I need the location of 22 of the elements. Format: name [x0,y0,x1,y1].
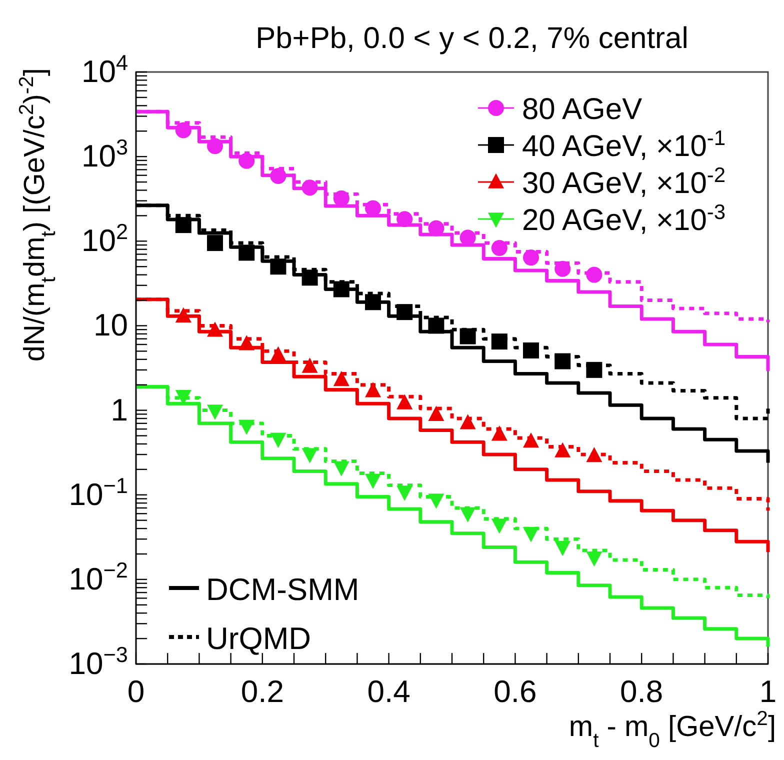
x-axis-title: m$_{t}$ - m$_{0}$ [GeV/c$^{2}$] [568,708,776,752]
chart-title: Pb+Pb, 0.0 < y < 0.2, 7% central [256,22,688,55]
legend-label: 80 AGeV [522,93,642,126]
x-tick-label: 0.6 [494,674,537,709]
y-tick-label: 10$^{4}$ [81,50,128,89]
x-tick-label: 0.4 [367,674,410,709]
legend-label: 30 AGeV, ×10$^{-2}$ [522,164,726,200]
y-tick-label: 1 [110,392,128,428]
x-tick-label: 0 [127,674,145,709]
legend-label: 20 AGeV, ×10$^{-3}$ [522,200,726,237]
y-tick-label: 10$^{2}$ [81,218,128,258]
legend-label: 40 AGeV, ×10$^{-1}$ [522,126,726,163]
y-tick-label: 10$^{3}$ [81,134,128,174]
annotation: UrQMD [206,621,312,656]
x-tick-label: 0.8 [620,674,664,709]
x-tick-label: 1 [759,674,777,709]
y-tick-label: 10$^{−1}$ [68,472,128,512]
annotation: DCM-SMM [206,572,360,607]
y-tick-label: 10$^{−3}$ [68,642,128,681]
y-tick-label: 10 [94,308,128,343]
x-tick-label: 0.2 [240,674,284,709]
y-tick-label: 10$^{−2}$ [68,556,128,596]
